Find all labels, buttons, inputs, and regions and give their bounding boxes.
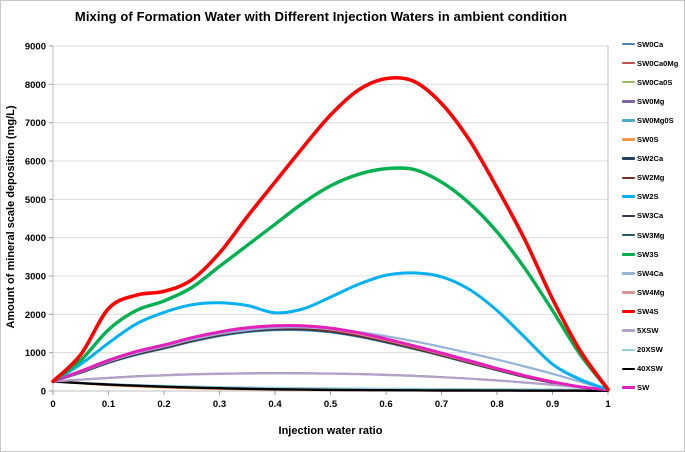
legend-item-SW0Mg: SW0Mg [622,95,684,107]
legend-swatch-SW0Ca [622,42,635,46]
legend-item-SW0Ca0Mg: SW0Ca0Mg [622,57,684,69]
legend-label: SW [637,383,650,393]
x-tick-label: 0.8 [490,399,503,410]
x-tick-label: 0.3 [213,399,226,410]
x-tick-label: 0.9 [546,399,559,410]
legend-item-SW2S: SW2S [622,191,684,203]
x-tick-label: 0.6 [379,399,392,410]
legend-label: SW0Mg0S [637,115,674,125]
legend-label: SW4S [637,307,659,317]
legend-label: SW0Ca [637,39,664,49]
series-line-5XSW [51,372,610,392]
legend-item-5XSW: 5XSW [622,325,684,337]
legend-swatch-SW [622,386,635,390]
legend-item-SW3S: SW3S [622,248,684,260]
legend-label: SW0Mg [637,96,665,106]
y-tick-label: 0 [41,387,46,398]
legend-item-SW4Ca: SW4Ca [622,267,684,279]
legend-item-SW0S: SW0S [622,134,684,146]
y-tick-label: 3000 [25,272,46,283]
legend-item-SW0Ca0S: SW0Ca0S [622,76,684,88]
legend-label: SW2Mg [637,173,665,183]
legend-swatch-SW0Mg0S [622,119,635,122]
legend-item-SW4S: SW4S [622,306,684,318]
legend-item-SW3Ca: SW3Ca [622,210,684,222]
series-line-40XSW [51,380,610,392]
legend-label: SW3Mg [637,230,665,240]
legend-swatch-40XSW [622,367,635,371]
y-tick-label: 4000 [25,233,46,244]
y-tick-label: 7000 [25,118,46,129]
legend-item-20XSW: 20XSW [622,344,684,356]
x-tick-label: 0.2 [157,399,170,410]
legend-swatch-SW2Mg [622,176,635,179]
chart-title: Mixing of Formation Water with Different… [74,9,568,24]
legend-swatch-SW4Ca [622,272,635,275]
legend-swatch-SW3Mg [622,233,635,237]
y-tick-label: 6000 [25,157,46,168]
series-line-SW2S [51,271,610,391]
series-line-SW4S [51,75,610,392]
legend-swatch-5XSW [622,329,635,332]
y-tick-label: 5000 [25,195,46,206]
legend-label: SW2Ca [637,154,664,164]
legend-swatch-SW4Mg [622,291,635,294]
y-tick-label: 1000 [25,348,46,359]
series-line-SW [51,324,610,392]
legend-item-SW2Mg: SW2Mg [622,172,684,184]
legend-item-SW0Ca: SW0Ca [622,38,684,50]
legend-label: 5XSW [637,326,659,336]
legend: SW0Ca SW0Ca0Mg SW0Ca0S SW0Mg SW0Mg0S SW0S SW2C… [622,38,684,394]
legend-swatch-SW0Mg [622,100,635,103]
legend-swatch-SW0Ca0S [622,81,635,84]
legend-item-SW0Mg0S: SW0Mg0S [622,114,684,126]
legend-label: SW3Ca [637,211,664,221]
x-tick-label: 0.5 [324,399,338,410]
legend-swatch-SW2Ca [622,157,635,160]
x-tick-label: 0 [50,399,55,410]
legend-swatch-20XSW [622,348,635,351]
x-tick-label: 1 [605,399,611,410]
legend-label: SW4Ca [637,268,664,278]
x-tick-label: 0.1 [102,399,116,410]
legend-label: SW3S [637,249,659,259]
x-tick-label: 0.7 [435,399,448,410]
legend-item-SW: SW [622,382,684,394]
y-tick-label: 2000 [25,310,46,321]
series-line-SW3S [51,166,610,392]
legend-item-SW2Ca: SW2Ca [622,153,684,165]
x-tick-label: 0.4 [268,399,282,410]
legend-label: 20XSW [637,345,663,355]
legend-swatch-SW0S [622,138,635,141]
y-tick-label: 9000 [25,42,46,53]
x-axis-label: Injection water ratio [278,425,383,437]
legend-label: 40XSW [637,364,663,374]
legend-item-SW4Mg: SW4Mg [622,286,684,298]
legend-swatch-SW0Ca0Mg [622,61,635,65]
legend-label: SW0Ca0S [637,77,673,87]
y-tick-label: 8000 [25,80,46,91]
legend-swatch-SW3Ca [622,214,635,218]
legend-swatch-SW2S [622,195,635,199]
legend-swatch-SW4S [622,309,635,314]
legend-item-SW3Mg: SW3Mg [622,229,684,241]
legend-label: SW4Mg [637,287,665,297]
legend-label: SW2S [637,192,659,202]
legend-label: SW0S [637,135,659,145]
legend-swatch-SW3S [622,252,635,256]
legend-item-40XSW: 40XSW [622,363,684,375]
legend-label: SW0Ca0Mg [637,58,679,68]
